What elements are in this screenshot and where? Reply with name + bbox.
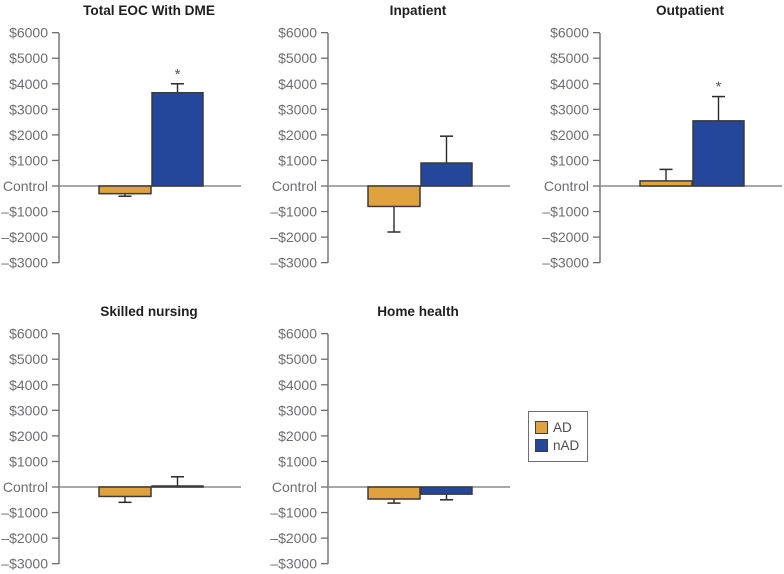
y-tick-label: $3000 [550,101,589,117]
bar-nAD [420,162,473,187]
y-tick-label: $3000 [9,402,48,418]
legend-item-ad: AD [535,419,587,435]
bar-nAD [420,486,473,495]
chart-title: Skilled nursing [100,304,197,319]
y-tick-label: –$3000 [1,255,48,271]
y-tick-label: Control [272,479,317,495]
bar-AD [98,185,152,195]
y-tick-label: –$1000 [1,505,48,521]
bar-chart-skilled-nursing: Skilled nursing $6000 $5000 $4000 $3000 $2000… [1,304,241,572]
y-tick-label: –$2000 [1,229,48,245]
y-tick-label: $4000 [9,76,48,92]
significance-marker: * [716,79,722,96]
y-tick-label: $1000 [9,152,48,168]
chart-panel-skilled-nursing: Skilled nursing $6000 $5000 $4000 $3000 $2000… [0,301,243,574]
bar-nAD [151,91,204,187]
chart-title: Total EOC With DME [83,3,215,18]
y-tick-label: –$2000 [1,530,48,546]
y-tick-label: –$2000 [542,229,589,245]
chart-title: Inpatient [390,3,447,18]
bar-AD [639,180,693,187]
y-tick-label: $3000 [278,402,317,418]
bar-chart-home-health: Home health $6000 $5000 $4000 $3000 $2000 $100… [270,304,510,572]
chart-panel-total-eoc: Total EOC With DME $6000 $5000 $4000 $3000 $2… [0,0,243,273]
y-tick-label: $5000 [550,50,589,66]
bar-nAD [692,120,745,187]
y-tick-label: $4000 [9,377,48,393]
y-tick-label: $4000 [278,76,317,92]
y-tick-label: $1000 [278,152,317,168]
chart-title: Home health [377,304,459,319]
y-tick-label: $5000 [278,351,317,367]
significance-marker: * [175,66,181,83]
y-tick-label: $4000 [278,377,317,393]
y-tick-label: $3000 [9,101,48,117]
y-tick-label: Control [544,178,589,194]
y-tick-label: –$2000 [270,229,317,245]
y-tick-label: $2000 [9,127,48,143]
y-tick-label: $1000 [550,152,589,168]
bar-chart-outpatient: Outpatient $6000 $5000 $4000 $3000 $2000 $1000… [542,3,782,271]
y-tick-label: $6000 [278,25,317,41]
y-tick-label: $2000 [550,127,589,143]
legend: AD nAD [528,411,588,462]
y-tick-label: –$1000 [270,204,317,220]
y-tick-label: $5000 [278,50,317,66]
bar-nAD [151,485,204,488]
y-tick-label: $1000 [278,453,317,469]
y-tick-label: $2000 [9,428,48,444]
y-tick-label: Control [3,178,48,194]
bar-AD [98,486,152,498]
y-tick-label: $3000 [278,101,317,117]
bar-AD [367,185,421,208]
chart-title: Outpatient [656,3,724,18]
y-tick-label: $6000 [550,25,589,41]
bar-AD [367,486,421,500]
ad-color-swatch [535,420,548,434]
y-tick-label: –$3000 [1,556,48,572]
y-tick-label: –$1000 [542,204,589,220]
y-tick-label: $6000 [278,326,317,342]
bar-chart-inpatient: Inpatient $6000 $5000 $4000 $3000 $2000 $1000 C… [270,3,510,271]
legend-label-ad: AD [553,419,572,435]
y-tick-label: $2000 [278,127,317,143]
y-tick-label: –$3000 [270,556,317,572]
y-tick-label: –$1000 [1,204,48,220]
y-tick-label: $6000 [9,326,48,342]
legend-item-nad: nAD [535,439,587,453]
y-tick-label: –$1000 [270,505,317,521]
chart-panel-inpatient: Inpatient $6000 $5000 $4000 $3000 $2000 $1000 C… [269,0,512,273]
y-tick-label: Control [3,479,48,495]
y-tick-label: $6000 [9,25,48,41]
chart-panel-outpatient: Outpatient $6000 $5000 $4000 $3000 $2000 $1000… [541,0,784,273]
y-tick-label: $4000 [550,76,589,92]
chart-panel-home-health: Home health $6000 $5000 $4000 $3000 $2000 $100… [269,301,512,574]
y-tick-label: $2000 [278,428,317,444]
bar-chart-total-eoc: Total EOC With DME $6000 $5000 $4000 $3000 $2… [1,3,241,271]
y-tick-label: $5000 [9,351,48,367]
y-tick-label: $5000 [9,50,48,66]
y-tick-label: Control [272,178,317,194]
y-tick-label: –$3000 [542,255,589,271]
nad-color-swatch [535,439,548,453]
y-tick-label: –$3000 [270,255,317,271]
y-tick-label: –$2000 [270,530,317,546]
y-tick-label: $1000 [9,453,48,469]
legend-label-nad: nAD [553,438,580,453]
